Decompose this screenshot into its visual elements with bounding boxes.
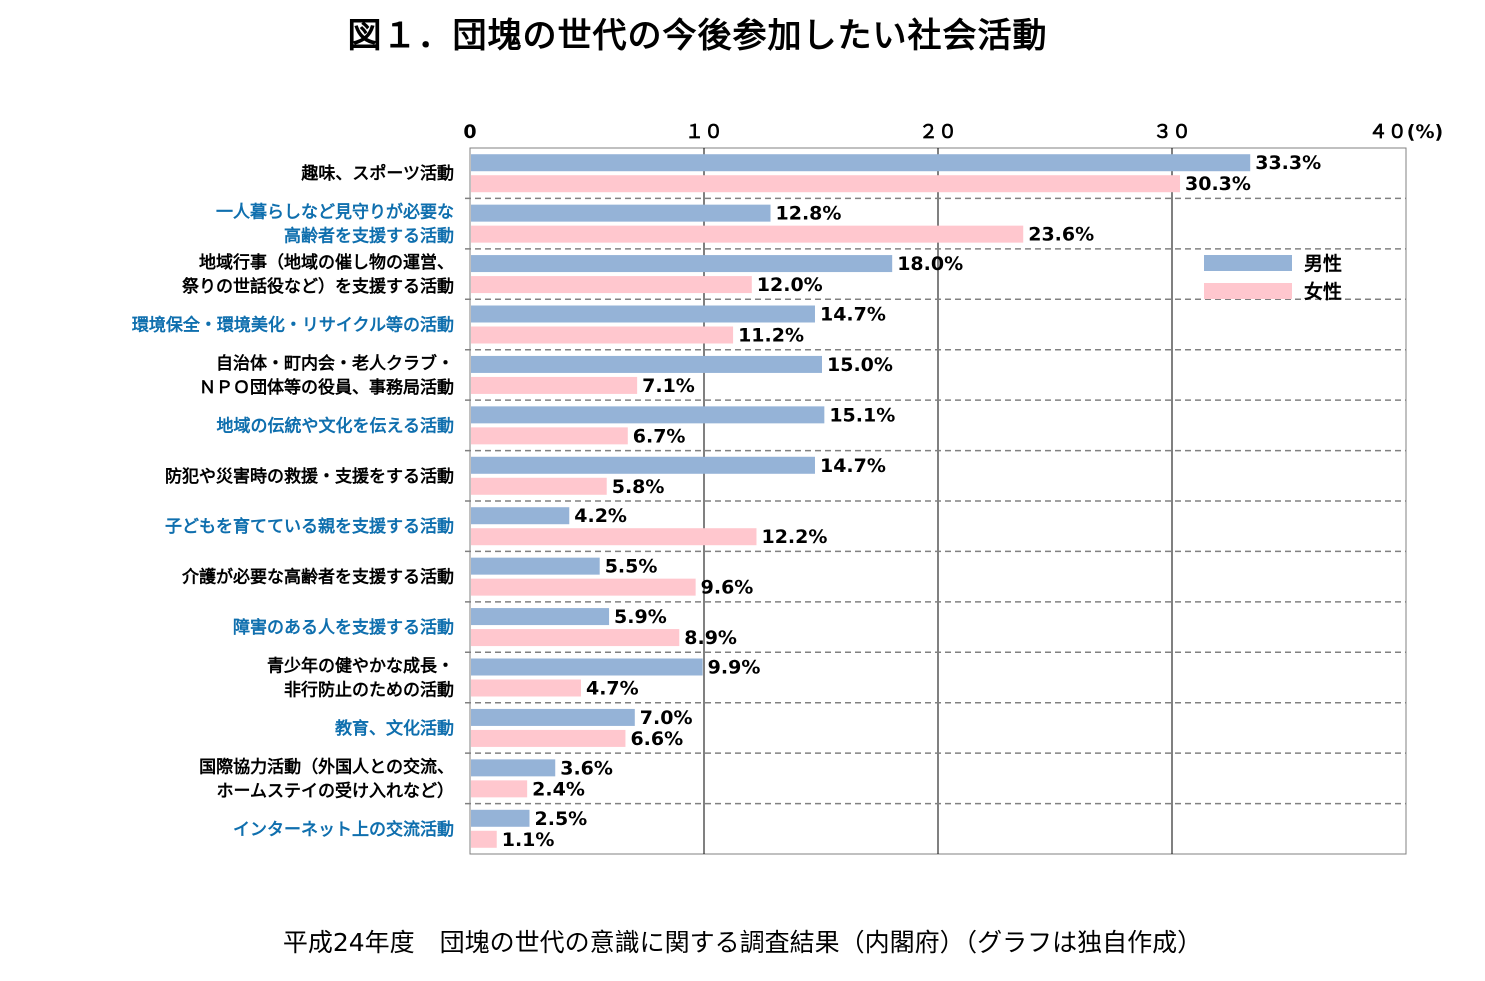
data-label-male: 15.0% [827, 354, 893, 376]
bar-female [471, 376, 638, 394]
bar-male [471, 154, 1251, 172]
data-label-male: 4.2% [574, 505, 627, 527]
bar-female [471, 427, 628, 445]
category-label: 地域の伝統や文化を伝える活動 [217, 415, 455, 436]
data-label-male: 33.3% [1255, 152, 1321, 174]
source-note: 平成24年度 団塊の世代の意識に関する調査結果（内閣府）（グラフは独自作成） [282, 928, 1203, 957]
category-label: 青少年の健やかな成長・ [267, 656, 454, 677]
data-label-male: 14.7% [820, 455, 886, 477]
bar-male [471, 355, 822, 373]
x-tick-label: 0 [463, 121, 476, 143]
data-label-female: 12.0% [757, 274, 823, 296]
legend-label-female: 女性 [1304, 280, 1342, 303]
data-label-female: 1.1% [502, 829, 555, 851]
data-label-female: 7.1% [642, 375, 695, 397]
bar-male [471, 759, 556, 777]
data-label-male: 5.9% [614, 606, 667, 628]
bar-female [471, 225, 1024, 243]
bar-male [471, 255, 893, 273]
category-label: 国際協力活動（外国人との交流、 [199, 756, 454, 777]
category-label: 趣味、スポーツ活動 [300, 163, 454, 184]
bar-female [471, 679, 581, 697]
data-label-female: 2.4% [532, 778, 585, 800]
data-label-male: 18.0% [897, 253, 963, 275]
category-label: 一人暮らしなど見守りが必要な [216, 202, 454, 223]
data-label-female: 11.2% [738, 325, 804, 347]
bar-male [471, 456, 815, 474]
bar-female [471, 629, 680, 647]
bar-layer [471, 154, 1251, 848]
grid-layer [465, 147, 1407, 855]
data-label-female: 4.7% [586, 678, 639, 700]
data-label-female: 23.6% [1028, 224, 1094, 246]
category-label: 環境保全・環境美化・リサイクル等の活動 [132, 315, 454, 336]
x-tick-label: ２０ [919, 121, 957, 143]
data-label-female: 6.6% [630, 728, 683, 750]
category-label: 高齢者を支援する活動 [284, 226, 454, 247]
legend-swatch-male [1204, 255, 1292, 271]
label-layer: 0 １０ ２０ ３０ ４０(%) 33.3%30.3% 趣味、スポーツ活動 12.8% 23.6… [132, 121, 1443, 851]
chart-title: 図１．団塊の世代の今後参加したい社会活動 [347, 16, 1048, 56]
bar-male [471, 809, 530, 827]
data-label-male: 7.0% [640, 707, 693, 729]
bar-male [471, 507, 570, 525]
data-label-male: 5.5% [605, 556, 658, 578]
category-label: 地域行事（地域の催し物の運営、 [199, 252, 454, 273]
bar-male [471, 708, 635, 726]
category-label: 自治体・町内会・老人クラブ・ [216, 353, 454, 374]
category-label: ＮＰＯ団体等の役員、事務局活動 [199, 377, 454, 398]
data-label-female: 8.9% [684, 627, 737, 649]
bar-male [471, 305, 815, 323]
data-label-male: 15.1% [829, 404, 895, 426]
bar-female [471, 276, 752, 294]
x-tick-label: ３０ [1153, 121, 1191, 143]
bar-female [471, 830, 497, 848]
bar-male [471, 204, 771, 222]
category-label: 介護が必要な高齢者を支援する活動 [181, 567, 454, 588]
category-label: ホームステイの受け入れなど） [217, 780, 455, 801]
x-tick-label: １０ [685, 121, 723, 143]
data-label-female: 9.6% [701, 577, 754, 599]
category-label: 祭りの世話役など）を支援する活動 [181, 276, 454, 297]
data-label-female: 12.2% [761, 526, 827, 548]
data-label-male: 14.7% [820, 304, 886, 326]
legend-swatch-female [1204, 283, 1292, 299]
bar-female [471, 729, 626, 747]
data-label-male: 9.9% [708, 657, 761, 679]
data-label-female: 5.8% [612, 476, 665, 498]
category-label: 防犯や災害時の救援・支援をする活動 [165, 466, 454, 487]
data-label-male: 12.8% [776, 203, 842, 225]
legend-label-male: 男性 [1304, 252, 1342, 275]
category-label: 教育、文化活動 [334, 718, 454, 739]
bar-male [471, 658, 703, 676]
category-label: 非行防止のための活動 [284, 680, 454, 701]
bar-male [471, 557, 600, 575]
category-label: 障害のある人を支援する活動 [233, 617, 454, 638]
data-label-male: 2.5% [535, 808, 588, 830]
bar-male [471, 406, 825, 424]
bar-female [471, 528, 757, 546]
bar-female [471, 477, 607, 495]
data-label-male: 3.6% [560, 757, 613, 779]
bar-female [471, 326, 734, 344]
bar-male [471, 608, 610, 626]
category-label: インターネット上の交流活動 [233, 819, 454, 840]
bar-female [471, 578, 696, 596]
data-label-female: 6.7% [633, 425, 686, 447]
bar-female [471, 780, 528, 798]
bar-female [471, 175, 1181, 193]
category-label: 子どもを育てている親を支援する活動 [165, 516, 454, 537]
data-label-female: 30.3% [1185, 173, 1251, 195]
x-tick-label: ４０(%) [1369, 121, 1443, 143]
